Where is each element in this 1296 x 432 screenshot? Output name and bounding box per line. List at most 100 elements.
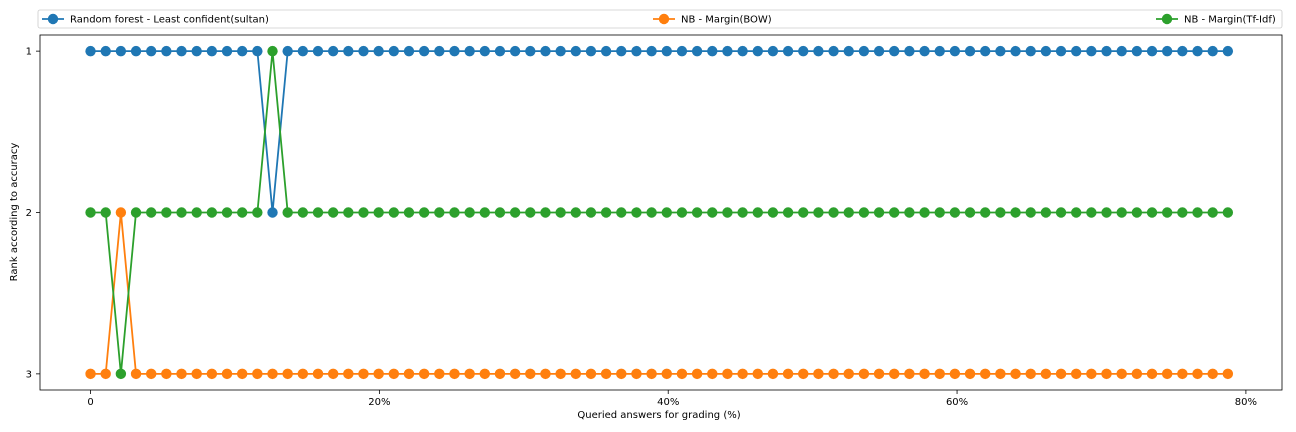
data-point <box>995 368 1006 380</box>
data-point <box>358 45 369 57</box>
data-point <box>540 45 551 57</box>
data-point <box>297 368 309 380</box>
data-point <box>737 207 748 218</box>
data-point <box>949 45 961 57</box>
data-point <box>828 207 839 218</box>
x-tick-label: 0 <box>87 397 93 408</box>
data-point <box>236 45 248 57</box>
data-point <box>1131 45 1143 57</box>
data-point <box>631 207 642 218</box>
data-point <box>1010 45 1021 57</box>
legend-marker <box>47 13 59 25</box>
data-point <box>327 368 339 380</box>
data-point <box>1040 368 1052 380</box>
data-point <box>676 368 688 380</box>
data-point <box>403 207 415 218</box>
data-point <box>873 368 885 380</box>
data-point <box>782 45 794 57</box>
data-point <box>540 207 551 218</box>
data-point <box>555 368 566 380</box>
data-point <box>494 368 506 380</box>
data-point <box>297 207 309 218</box>
data-point <box>191 207 202 218</box>
data-point <box>1222 368 1234 380</box>
data-point <box>176 45 187 57</box>
data-point <box>934 368 945 380</box>
legend: Random forest - Least confident(sultan) N… <box>37 9 1283 29</box>
data-point <box>221 368 233 380</box>
data-point <box>782 368 794 380</box>
data-point <box>176 368 187 380</box>
data-point <box>115 207 127 218</box>
data-point <box>252 207 263 218</box>
data-point <box>813 207 824 218</box>
data-point <box>934 207 945 218</box>
data-point <box>479 207 491 218</box>
data-point <box>767 207 779 218</box>
data-point <box>1177 207 1188 218</box>
data-point <box>373 45 384 57</box>
data-point <box>1055 207 1067 218</box>
data-point <box>373 368 384 380</box>
data-point <box>1010 207 1021 218</box>
data-point <box>130 368 142 380</box>
data-point <box>236 207 248 218</box>
data-point <box>343 45 354 57</box>
data-point <box>1161 207 1173 218</box>
data-point <box>813 45 824 57</box>
data-point <box>980 368 991 380</box>
data-point <box>1116 207 1127 218</box>
data-point <box>494 45 506 57</box>
data-point <box>1177 45 1188 57</box>
data-point <box>1040 207 1052 218</box>
data-point <box>388 207 400 218</box>
data-point <box>1055 368 1067 380</box>
data-point <box>236 368 248 380</box>
data-point <box>631 45 642 57</box>
data-point <box>828 368 839 380</box>
data-point <box>100 368 111 380</box>
data-point <box>767 45 779 57</box>
data-point <box>889 368 900 380</box>
data-point <box>1071 207 1082 218</box>
data-point <box>479 368 491 380</box>
data-point <box>858 45 870 57</box>
data-point <box>1222 207 1234 218</box>
data-point <box>1192 368 1203 380</box>
data-point <box>980 45 991 57</box>
data-point <box>343 368 354 380</box>
data-point <box>509 368 521 380</box>
data-point <box>691 368 703 380</box>
data-point <box>600 207 612 218</box>
data-point <box>798 368 809 380</box>
data-point <box>1207 207 1218 218</box>
data-point <box>1025 368 1036 380</box>
data-point <box>525 45 536 57</box>
data-point <box>752 368 763 380</box>
data-point <box>843 207 854 218</box>
data-point <box>388 368 400 380</box>
data-point <box>206 207 218 218</box>
data-point <box>767 368 779 380</box>
data-point <box>434 368 445 380</box>
data-point <box>267 368 278 380</box>
data-point <box>509 45 521 57</box>
data-point <box>525 207 536 218</box>
data-point <box>1071 45 1082 57</box>
data-point <box>1146 368 1158 380</box>
data-point <box>418 368 430 380</box>
data-point <box>358 207 369 218</box>
data-point <box>1161 45 1173 57</box>
series-1 <box>85 207 1234 380</box>
data-point <box>449 207 460 218</box>
data-point <box>1161 368 1173 380</box>
data-point <box>1025 207 1036 218</box>
data-point <box>737 45 748 57</box>
data-point <box>206 368 218 380</box>
data-point <box>691 207 703 218</box>
data-point <box>100 45 111 57</box>
data-point <box>661 45 672 57</box>
data-point <box>889 45 900 57</box>
data-point <box>1055 45 1067 57</box>
data-point <box>267 45 278 57</box>
